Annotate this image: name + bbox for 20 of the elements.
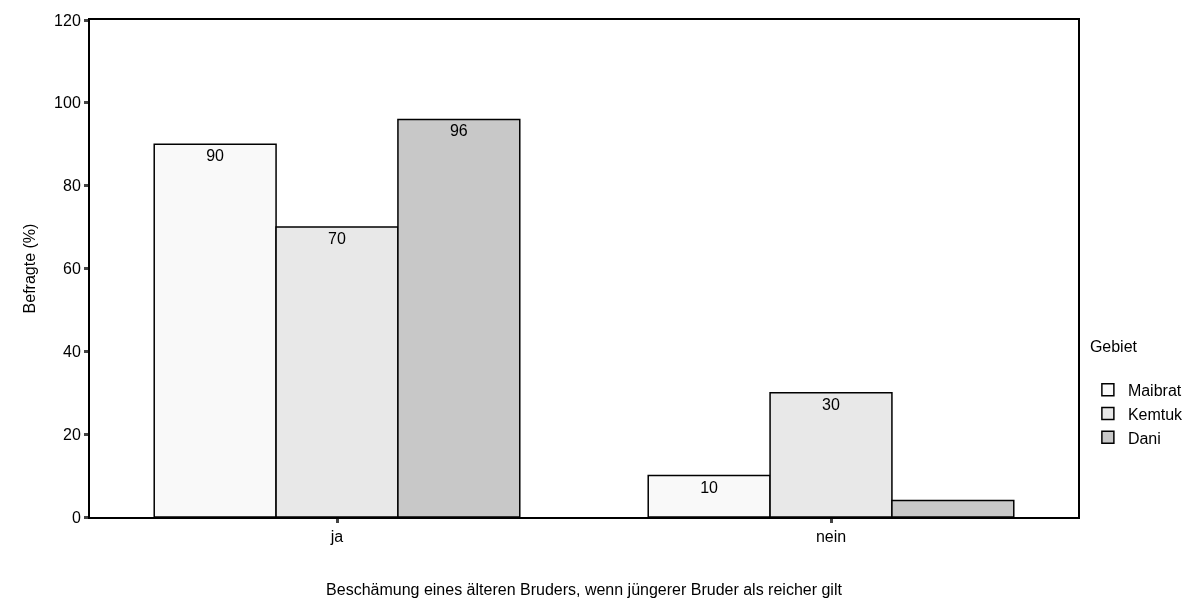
y-tick-label: 120 [54, 11, 81, 29]
y-axis-title: Befragte (%) [21, 223, 39, 314]
x-tick-label: ja [329, 528, 344, 546]
data-label: 90 [206, 147, 225, 165]
data-label: 10 [700, 478, 719, 496]
data-label: 30 [822, 395, 840, 413]
y-tick-label: 60 [63, 260, 81, 278]
y-tick-label: 40 [63, 342, 81, 360]
legend-label: Dani [1127, 429, 1161, 447]
x-tick-label: nein [815, 528, 847, 546]
legend-label: Kemtuk [1127, 405, 1184, 423]
y-tick-label: 0 [71, 508, 81, 526]
x-axis-title: Beschämung eines älteren Bruders, wenn jüngerer Bruder als reicher gilt [326, 581, 843, 599]
legend-title: Gebiet [1089, 338, 1138, 356]
y-tick-label: 20 [63, 425, 81, 443]
legend-label: Maibrat [1127, 381, 1182, 399]
y-tick-label: 100 [54, 94, 81, 112]
data-label: 70 [328, 230, 346, 248]
y-tick-label: 80 [63, 177, 81, 195]
data-label: 96 [449, 122, 468, 140]
